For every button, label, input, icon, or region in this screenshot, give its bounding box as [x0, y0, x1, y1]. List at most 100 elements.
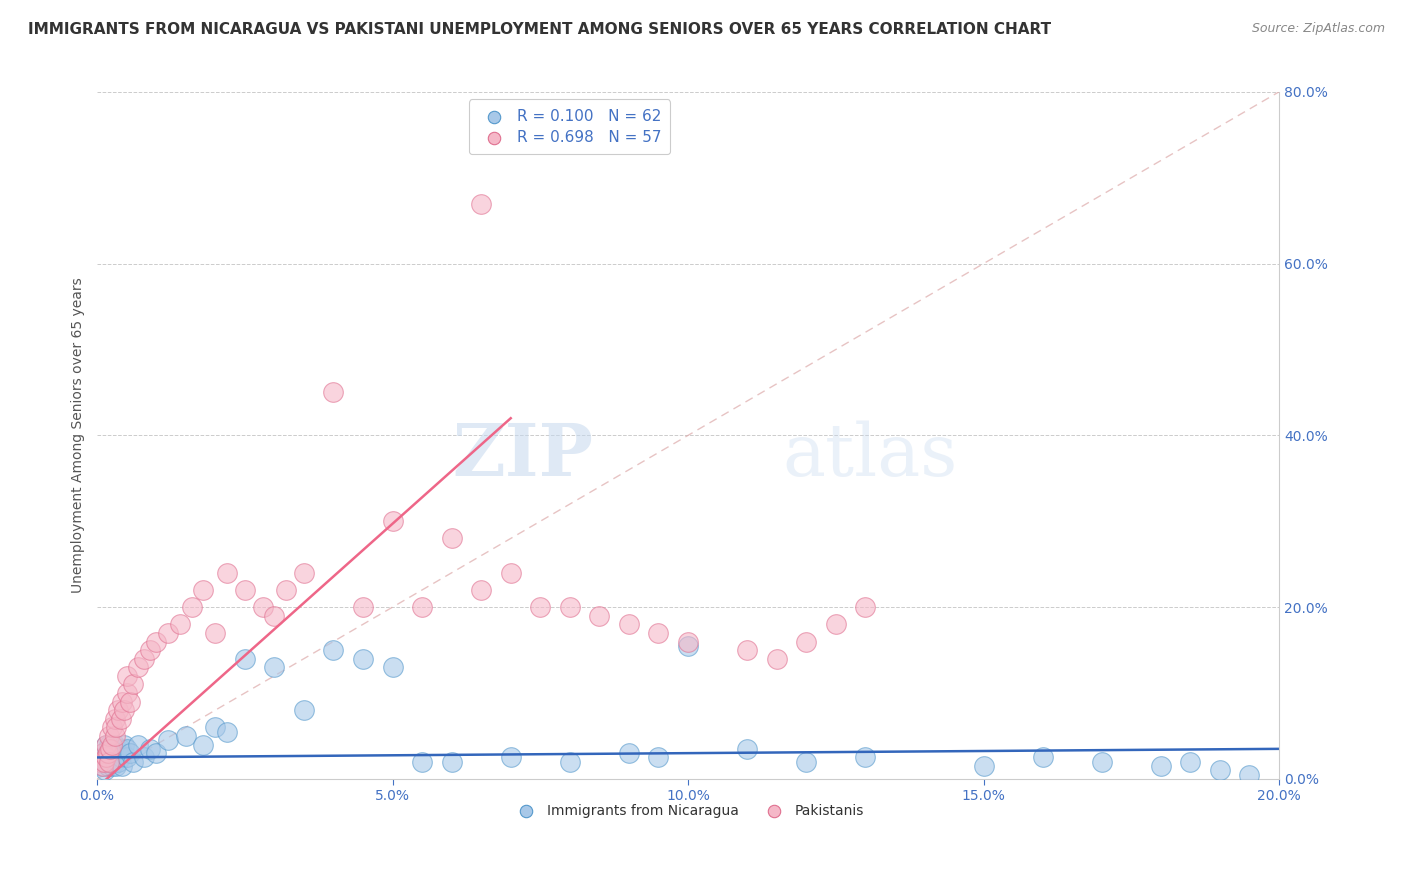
Point [134, 750, 156, 764]
Point [193, 738, 215, 752]
Point [104, 720, 127, 734]
Point [101, 746, 124, 760]
Point [499, 566, 522, 580]
Point [204, 626, 226, 640]
Point [794, 634, 817, 648]
Point [215, 724, 238, 739]
Point [215, 566, 238, 580]
Point [322, 643, 344, 657]
Point [735, 742, 758, 756]
Point [169, 617, 191, 632]
Point [647, 626, 669, 640]
Point [139, 643, 162, 657]
Point [1180, 755, 1202, 769]
Point [112, 738, 135, 752]
Point [104, 759, 127, 773]
Point [617, 746, 640, 760]
Point [107, 746, 129, 760]
Point [104, 712, 127, 726]
Point [97, 755, 120, 769]
Point [104, 738, 127, 752]
Point [588, 608, 610, 623]
Point [101, 720, 124, 734]
Point [145, 634, 167, 648]
Point [470, 582, 492, 597]
Point [470, 196, 492, 211]
Point [127, 660, 149, 674]
Y-axis label: Unemployment Among Seniors over 65 years: Unemployment Among Seniors over 65 years [72, 277, 86, 593]
Point [558, 755, 581, 769]
Point [112, 703, 135, 717]
Point [411, 600, 433, 615]
Point [121, 677, 143, 691]
Text: IMMIGRANTS FROM NICARAGUA VS PAKISTANI UNEMPLOYMENT AMONG SENIORS OVER 65 YEARS : IMMIGRANTS FROM NICARAGUA VS PAKISTANI U… [28, 22, 1052, 37]
Point [156, 733, 179, 747]
Point [853, 750, 876, 764]
Point [156, 626, 179, 640]
Point [973, 759, 995, 773]
Point [107, 703, 129, 717]
Point [794, 755, 817, 769]
Point [107, 755, 129, 769]
Point [101, 750, 124, 764]
Point [134, 651, 156, 665]
Point [118, 746, 141, 760]
Point [174, 729, 197, 743]
Point [91, 746, 114, 760]
Point [193, 582, 215, 597]
Point [93, 755, 115, 769]
Point [411, 755, 433, 769]
Point [647, 750, 669, 764]
Point [96, 746, 118, 760]
Point [97, 738, 120, 752]
Point [97, 729, 120, 743]
Text: Source: ZipAtlas.com: Source: ZipAtlas.com [1251, 22, 1385, 36]
Point [115, 742, 138, 756]
Point [111, 759, 134, 773]
Point [94, 738, 117, 752]
Point [735, 643, 758, 657]
Point [1150, 759, 1173, 773]
Point [499, 750, 522, 764]
Point [97, 759, 120, 773]
Point [853, 600, 876, 615]
Point [558, 600, 581, 615]
Point [111, 695, 134, 709]
Point [89, 755, 111, 769]
Point [94, 738, 117, 752]
Point [676, 639, 699, 653]
Point [204, 720, 226, 734]
Point [1209, 764, 1232, 778]
Point [110, 712, 132, 726]
Point [115, 669, 138, 683]
Point [104, 755, 127, 769]
Point [93, 755, 115, 769]
Point [765, 651, 787, 665]
Point [292, 566, 315, 580]
Point [322, 385, 344, 400]
Point [94, 755, 117, 769]
Point [824, 617, 846, 632]
Point [139, 742, 162, 756]
Point [1032, 750, 1054, 764]
Point [100, 742, 122, 756]
Point [263, 660, 285, 674]
Point [97, 746, 120, 760]
Point [440, 532, 463, 546]
Legend: Immigrants from Nicaragua, Pakistanis: Immigrants from Nicaragua, Pakistanis [506, 798, 869, 823]
Point [381, 660, 404, 674]
Point [93, 764, 115, 778]
Point [104, 729, 127, 743]
Point [115, 750, 138, 764]
Point [91, 759, 114, 773]
Point [101, 759, 124, 773]
Point [263, 608, 285, 623]
Point [676, 634, 699, 648]
Point [440, 755, 463, 769]
Point [110, 750, 132, 764]
Point [1239, 767, 1261, 781]
Point [276, 582, 298, 597]
Point [381, 514, 404, 528]
Point [180, 600, 202, 615]
Point [91, 746, 114, 760]
